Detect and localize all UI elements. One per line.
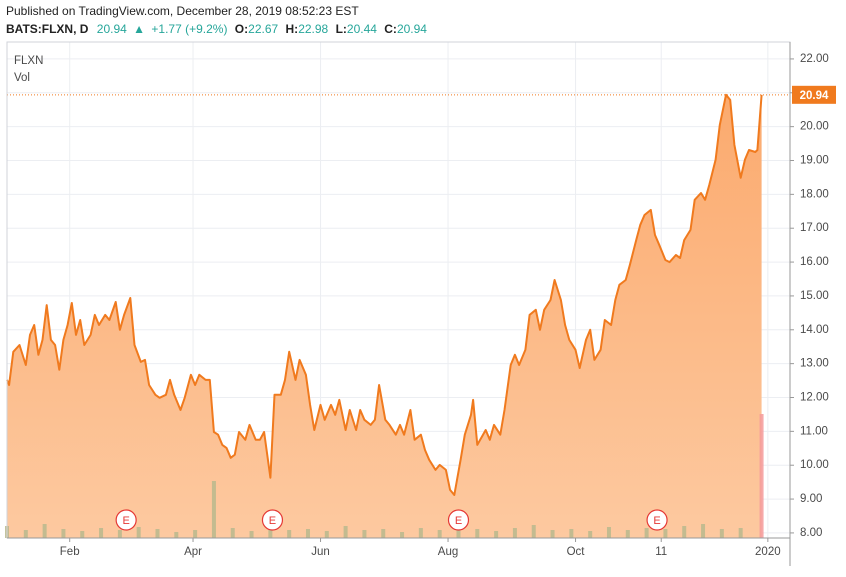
ohlc-label: C:	[384, 22, 397, 36]
volume-bar	[738, 528, 743, 538]
volume-bar	[588, 531, 593, 538]
price-line	[6, 93, 763, 496]
volume-bar	[512, 528, 517, 538]
x-tick-label: Oct	[567, 546, 586, 558]
arrow: ▲	[133, 22, 145, 36]
volume-bar	[701, 524, 706, 538]
volume-bar	[211, 481, 216, 538]
x-tick-label: 11	[655, 546, 667, 558]
x-tick-label: Aug	[438, 546, 458, 558]
last: 20.94	[97, 22, 127, 36]
earnings-marker	[646, 509, 668, 531]
published: Published on TradingView.com, December 2…	[6, 4, 359, 18]
header-line: BATS:FLXN, D 20.94 ▲ +1.77 (+9.2%) O:22.…	[6, 22, 427, 36]
volume-bar	[759, 414, 764, 538]
volume-bar	[230, 528, 235, 538]
earnings-marker	[261, 509, 284, 531]
y-tick-label: 14.00	[800, 324, 829, 336]
x-tick-label: Apr	[184, 546, 202, 558]
legend-volume: Vol	[14, 72, 30, 84]
volume-bar	[61, 529, 66, 538]
volume-bar	[305, 529, 310, 538]
volume-bar	[625, 530, 630, 538]
earnings-label: E	[653, 515, 660, 527]
volume-bar	[99, 528, 104, 538]
x-tick-label: Feb	[60, 546, 80, 558]
plot: 8.00 9.00 10.00 11.00 12.00 13.00 14.00 15.00 16…	[5, 41, 836, 566]
y-tick-label: 11.00	[800, 425, 828, 437]
y-tick-label: 13.00	[800, 358, 829, 370]
volume-bar	[136, 527, 141, 538]
volume-bar	[644, 528, 649, 538]
volume-bar	[287, 530, 292, 538]
y-tick-label: 22.00	[800, 53, 829, 65]
ohlc-label: L:	[336, 22, 347, 36]
change: +1.77 (+9.2%)	[151, 22, 227, 36]
area	[7, 94, 762, 539]
y-tick-label: 18.00	[800, 188, 829, 200]
y-tick-label: 19.00	[800, 155, 829, 167]
y-tick-label: 9.00	[800, 493, 822, 505]
symbol: BATS:FLXN, D	[6, 22, 89, 36]
volume-bar	[682, 526, 687, 538]
volume-bar	[155, 529, 160, 538]
volume-bar	[531, 525, 536, 538]
earnings-marker	[447, 509, 470, 531]
ohlc-value: 22.98	[298, 22, 328, 36]
volume-bar	[324, 531, 329, 538]
y-tick-label: 10.00	[800, 459, 829, 471]
volume-bar	[663, 529, 668, 538]
volume-bar	[606, 527, 611, 538]
volume-bar	[475, 529, 480, 538]
earnings-label: E	[455, 515, 462, 527]
last-price-label: 20.94	[800, 90, 829, 102]
x-tick-label: Jun	[311, 546, 330, 558]
volume-bar	[80, 531, 85, 538]
volume-bar	[418, 528, 423, 538]
x-tick-label: 2020	[755, 546, 781, 558]
ohlc-value: 22.67	[248, 22, 278, 36]
volume-bar	[343, 526, 348, 538]
volume-bar	[117, 530, 122, 538]
header: Published on TradingView.com, December 2…	[6, 4, 427, 36]
ohlc-value: 20.94	[397, 22, 427, 36]
ohlc-value: 20.44	[347, 22, 377, 36]
volume-bar	[569, 529, 574, 538]
earnings-marker	[115, 509, 137, 531]
volume-bar	[400, 532, 405, 538]
volume-bar	[249, 531, 254, 538]
volume-bar	[456, 526, 461, 538]
volume-bar	[193, 530, 198, 538]
earnings-label: E	[122, 515, 129, 527]
volume-bar	[174, 532, 179, 538]
y-tick-label: 12.00	[800, 392, 829, 404]
y-tick-label: 8.00	[800, 527, 822, 539]
volume-bar	[23, 530, 28, 538]
legend-symbol: FLXN	[14, 55, 43, 67]
volume-bar	[362, 530, 367, 538]
volume-bar	[268, 524, 273, 538]
volume-bar	[437, 530, 442, 538]
y-tick-label: 15.00	[800, 290, 829, 302]
ohlc-label: O:	[235, 22, 248, 36]
earnings-label: E	[269, 515, 276, 527]
y-tick-label: 16.00	[800, 256, 829, 268]
volume-bar	[719, 529, 724, 538]
y-tick-label: 20.00	[800, 121, 829, 133]
volume-bar	[42, 524, 47, 538]
volume-bar	[494, 531, 499, 538]
volume-bar	[381, 529, 386, 538]
last-price-box	[792, 85, 836, 104]
volume-bar	[550, 530, 555, 538]
ohlc-label: H:	[286, 22, 299, 36]
y-tick-label: 17.00	[800, 222, 829, 234]
